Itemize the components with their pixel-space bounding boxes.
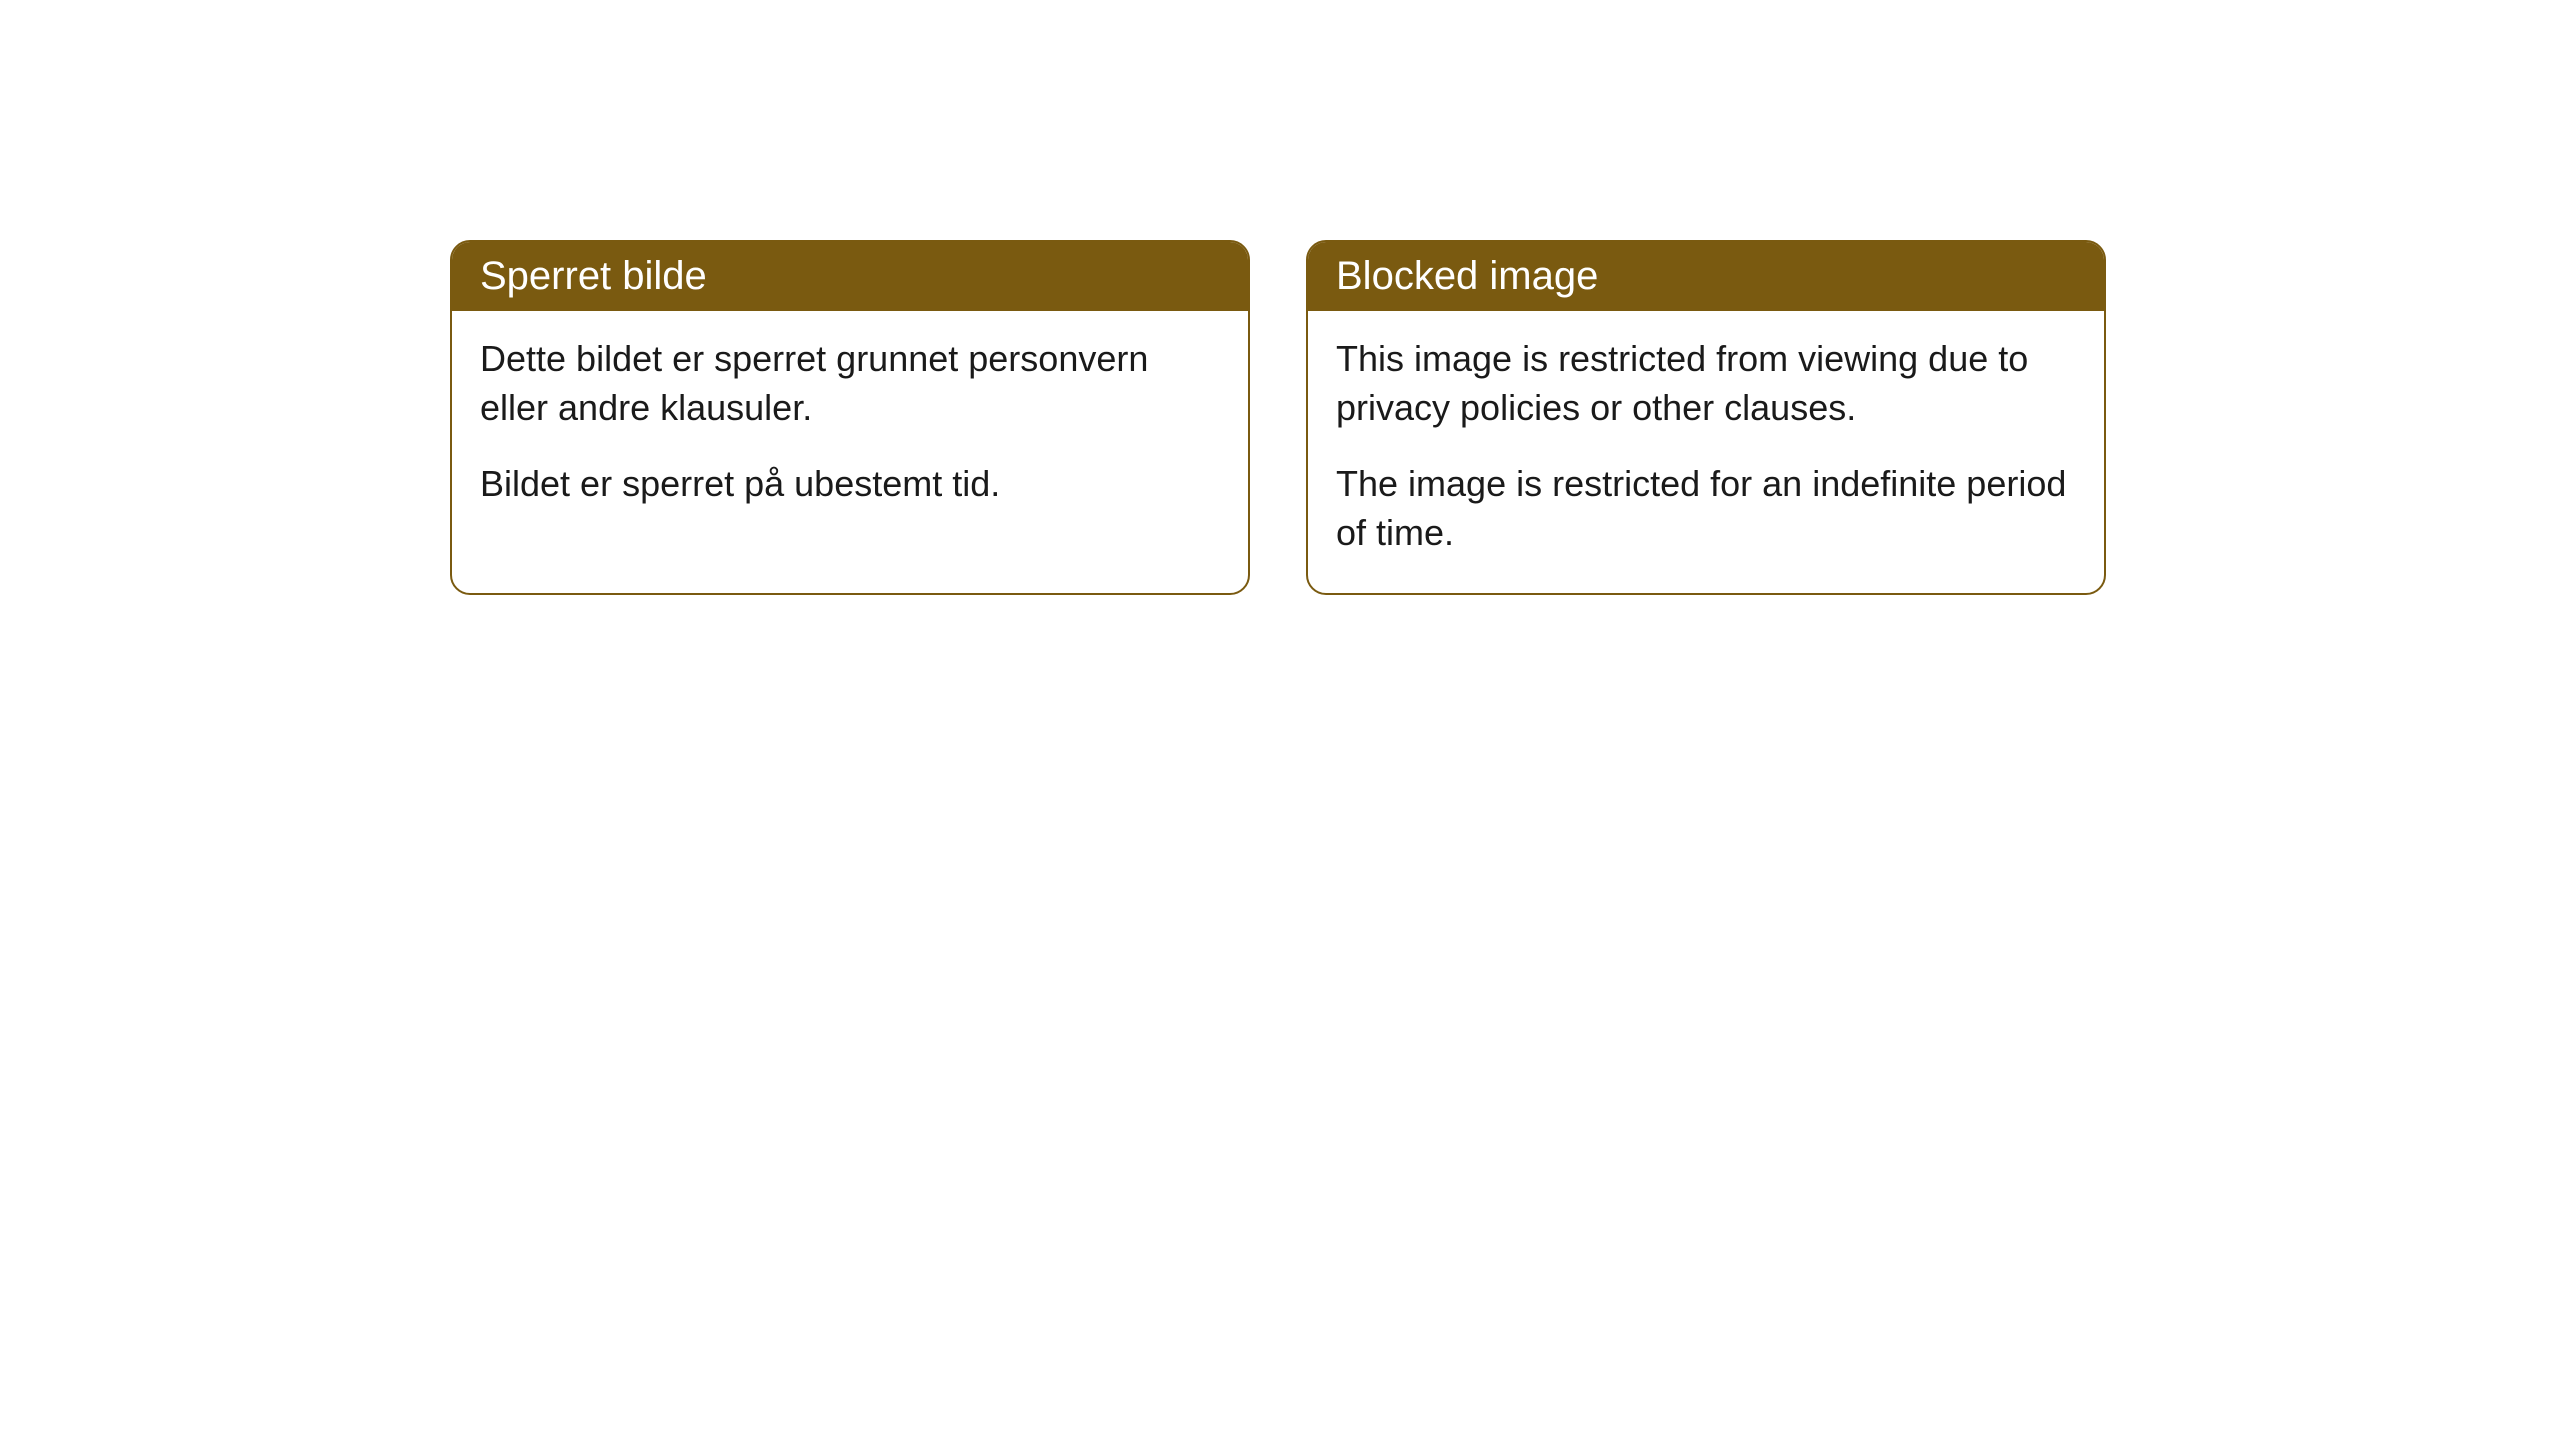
card-body: Dette bildet er sperret grunnet personve… xyxy=(452,311,1248,545)
card-paragraph-2: Bildet er sperret på ubestemt tid. xyxy=(480,460,1220,509)
card-paragraph-1: This image is restricted from viewing du… xyxy=(1336,335,2076,432)
card-paragraph-2: The image is restricted for an indefinit… xyxy=(1336,460,2076,557)
card-body: This image is restricted from viewing du… xyxy=(1308,311,2104,593)
blocked-image-card-en: Blocked image This image is restricted f… xyxy=(1306,240,2106,595)
card-title: Blocked image xyxy=(1336,254,1598,298)
card-title: Sperret bilde xyxy=(480,254,707,298)
card-header: Sperret bilde xyxy=(452,242,1248,311)
cards-container: Sperret bilde Dette bildet er sperret gr… xyxy=(450,240,2106,595)
card-header: Blocked image xyxy=(1308,242,2104,311)
card-paragraph-1: Dette bildet er sperret grunnet personve… xyxy=(480,335,1220,432)
blocked-image-card-no: Sperret bilde Dette bildet er sperret gr… xyxy=(450,240,1250,595)
